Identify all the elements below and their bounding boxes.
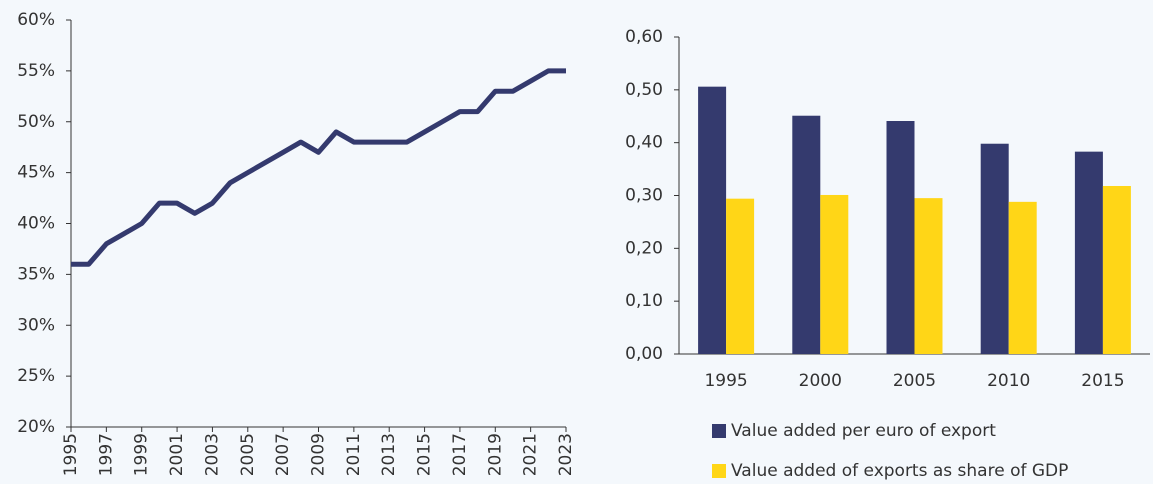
bar — [886, 121, 915, 354]
y-tick-label: 0,60 — [625, 27, 663, 47]
y-tick-label: 0,20 — [625, 238, 663, 258]
bar — [1074, 151, 1103, 354]
bar — [726, 198, 755, 354]
x-tick-label: 2001 — [167, 433, 187, 476]
y-tick-label: 45% — [17, 163, 55, 183]
y-tick-label: 60% — [17, 10, 55, 30]
x-tick-label: 1997 — [96, 433, 116, 476]
y-tick-label: 0,40 — [625, 133, 663, 153]
x-tick-label: 2023 — [556, 433, 576, 476]
bar — [698, 86, 727, 354]
legend-label: Value added of exports as share of GDP — [731, 461, 1068, 481]
x-tick-label: 2011 — [344, 433, 364, 476]
x-tick-label: 2005 — [238, 433, 258, 476]
x-tick-label: 1999 — [132, 433, 152, 476]
bar — [980, 143, 1009, 354]
bar — [914, 198, 943, 354]
x-tick-label: 2015 — [415, 433, 435, 476]
x-tick-label: 2010 — [987, 371, 1030, 391]
y-tick-label: 20% — [17, 417, 55, 437]
x-tick-label: 2021 — [521, 433, 541, 476]
bar — [820, 194, 849, 354]
y-tick-label: 0,30 — [625, 186, 663, 206]
y-tick-label: 50% — [17, 112, 55, 132]
y-tick-label: 30% — [17, 315, 55, 335]
x-tick-label: 2015 — [1081, 371, 1124, 391]
x-tick-label: 2005 — [893, 371, 936, 391]
line — [71, 68, 566, 267]
x-tick-label: 2009 — [309, 433, 329, 476]
y-tick-label: 0,00 — [625, 344, 663, 364]
x-tick-label: 1995 — [704, 371, 747, 391]
bar — [1008, 201, 1037, 354]
x-tick-label: 2007 — [273, 433, 293, 476]
y-tick-label: 25% — [17, 366, 55, 386]
x-tick-label: 2003 — [202, 433, 222, 476]
y-tick-label: 55% — [17, 61, 55, 81]
y-tick-label: 0,50 — [625, 80, 663, 100]
legend-swatch — [712, 464, 726, 478]
x-tick-label: 2000 — [799, 371, 842, 391]
bar — [792, 115, 821, 354]
x-tick-label: 2019 — [485, 433, 505, 476]
y-tick-label: 40% — [17, 214, 55, 234]
legend-swatch — [712, 424, 726, 438]
y-tick-label: 0,10 — [625, 291, 663, 311]
x-tick-label: 2017 — [450, 433, 470, 476]
x-tick-label: 1995 — [61, 433, 81, 476]
bar — [1102, 185, 1131, 354]
x-tick-label: 2013 — [379, 433, 399, 476]
legend-label: Value added per euro of export — [731, 421, 996, 441]
y-tick-label: 35% — [17, 264, 55, 284]
